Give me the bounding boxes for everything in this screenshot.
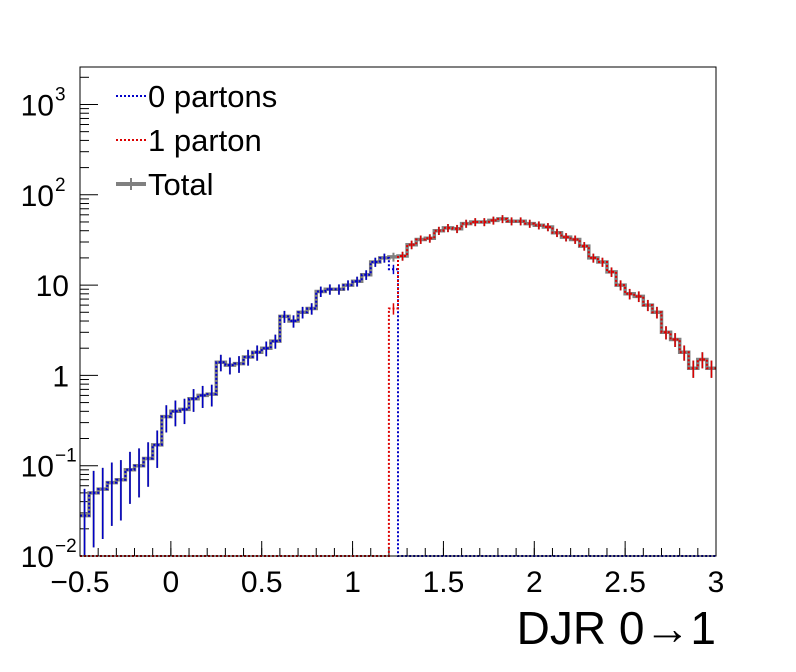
- legend: 0 partons 1 parton Total: [116, 79, 277, 202]
- x-tick-label: 3: [708, 566, 725, 599]
- x-tick-label: 0: [163, 566, 180, 599]
- y-tick-exponent: −1: [55, 446, 77, 467]
- x-tick-labels: −0.5 0 0.5 1 1.5 2 2.5 3: [50, 566, 724, 599]
- x-tick-label: 0.5: [241, 566, 283, 599]
- x-tick-label: −0.5: [50, 566, 109, 599]
- x-tick-label: 1.5: [423, 566, 465, 599]
- y-tick-label: 10: [21, 89, 54, 122]
- x-axis-title: DJR 0→1: [517, 602, 716, 654]
- y-tick-label: 10: [21, 180, 54, 213]
- legend-label: 1 parton: [148, 123, 262, 158]
- y-tick-label: 1: [52, 360, 69, 393]
- legend-label: 0 partons: [148, 79, 277, 114]
- x-tick-label: 1: [344, 566, 361, 599]
- y-tick-exponent: 2: [55, 175, 66, 196]
- y-tick-exponent: 3: [55, 84, 66, 105]
- y-tick-label: 10: [21, 541, 54, 574]
- plot-frame: [79, 66, 717, 557]
- x-tick-label: 2.5: [604, 566, 646, 599]
- legend-label: Total: [148, 167, 213, 202]
- x-tick-label: 2: [526, 566, 543, 599]
- y-tick-label: 10: [36, 270, 69, 303]
- y-tick-exponent: −2: [55, 536, 77, 557]
- y-tick-label: 10: [21, 451, 54, 484]
